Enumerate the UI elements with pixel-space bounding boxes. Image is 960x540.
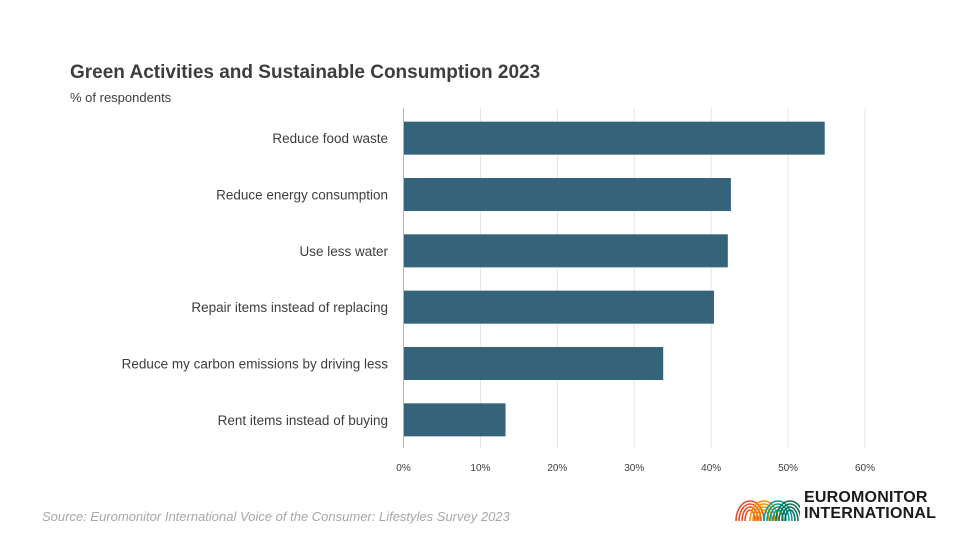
- category-labels: Reduce food waste Reduce energy consumpti…: [122, 131, 389, 428]
- logo-line-2: INTERNATIONAL: [804, 505, 937, 522]
- category-label: Use less water: [299, 244, 388, 259]
- logo-arc: [763, 500, 793, 522]
- bar: [404, 290, 714, 324]
- euromonitor-logo: EUROMONITOR INTERNATIONAL: [734, 490, 944, 526]
- bar: [404, 347, 664, 380]
- category-label: Repair items instead of replacing: [191, 300, 388, 315]
- logo-line-1: EUROMONITOR: [804, 489, 928, 506]
- bar: [404, 178, 731, 211]
- category-label: Reduce energy consumption: [216, 188, 388, 203]
- logo-arc: [758, 509, 770, 522]
- gridlines: [479, 108, 866, 448]
- logo-arc: [784, 509, 796, 522]
- chart-title: Green Activities and Sustainable Consump…: [70, 62, 541, 83]
- logo-text: EUROMONITOR INTERNATIONAL: [804, 490, 936, 522]
- x-tick-label: 30%: [624, 463, 644, 474]
- logo-arc: [735, 500, 765, 522]
- bar: [404, 403, 506, 437]
- category-label: Reduce my carbon emissions by driving le…: [122, 357, 389, 372]
- x-tick-label: 40%: [701, 463, 721, 474]
- category-label: Rent items instead of buying: [218, 413, 388, 428]
- x-tick-label: 50%: [778, 463, 798, 474]
- x-tick-label: 0%: [396, 463, 411, 474]
- category-label: Reduce food waste: [272, 131, 388, 146]
- bars: [404, 121, 825, 437]
- source-note: Source: Euromonitor International Voice …: [42, 509, 510, 524]
- logo-arc: [766, 503, 790, 522]
- chart-subtitle: % of respondents: [70, 90, 172, 105]
- logo-icon: [735, 500, 805, 522]
- bar: [404, 121, 825, 155]
- logo-arc: [741, 506, 759, 522]
- x-tick-labels: 0% 10% 20% 30% 40% 50% 60%: [396, 463, 875, 474]
- x-tick-label: 60%: [855, 463, 875, 474]
- logo-arc: [744, 509, 756, 522]
- logo-arc: [781, 506, 799, 522]
- logo-arc: [755, 506, 773, 522]
- x-tick-label: 20%: [547, 463, 567, 474]
- bar: [404, 234, 728, 268]
- x-tick-label: 10%: [470, 463, 490, 474]
